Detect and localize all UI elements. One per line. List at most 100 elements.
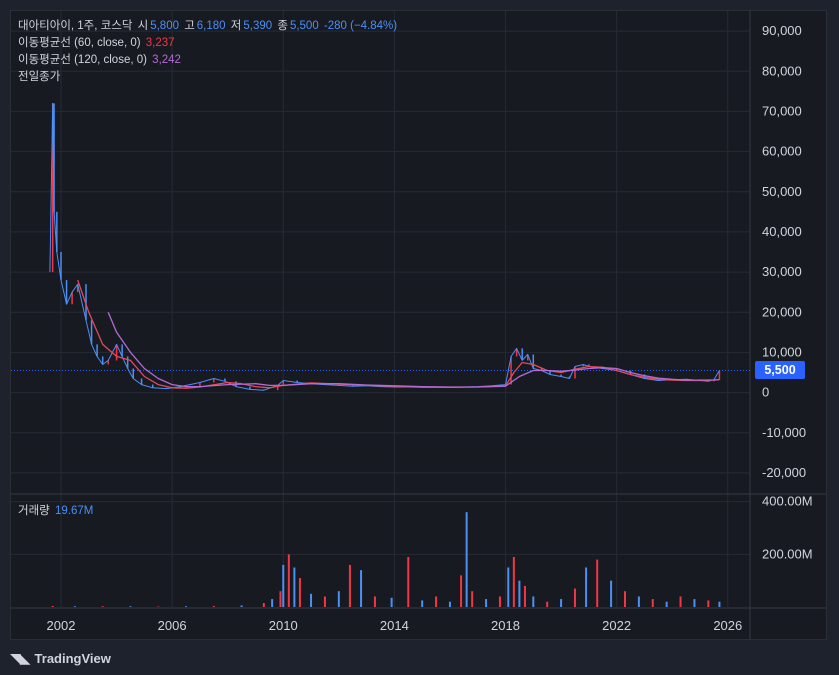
volume-bar <box>390 597 393 607</box>
price-tick-label: 90,000 <box>762 23 802 38</box>
volume-bar <box>323 596 326 607</box>
low-value: 5,390 <box>243 20 273 32</box>
price-tick-label: 0 <box>762 385 769 400</box>
volume-bar <box>665 601 668 607</box>
volume-bar <box>518 580 521 607</box>
close-label: 종 <box>277 20 288 32</box>
volume-bar <box>623 591 626 607</box>
open-value: 5,800 <box>150 20 179 32</box>
high-label: 고 <box>184 20 195 32</box>
volume-bar <box>512 556 515 607</box>
volume-bar <box>421 600 424 607</box>
volume-bar <box>407 556 410 607</box>
volume-bar <box>101 606 104 607</box>
price-tick-label: 30,000 <box>762 264 802 279</box>
volume-label: 거래량 <box>18 505 50 517</box>
volume-bar <box>693 599 696 607</box>
volume-bar <box>373 596 376 607</box>
price-tick-label: 20,000 <box>762 304 802 319</box>
ma60-series-line <box>77 279 720 389</box>
volume-bar <box>465 512 468 607</box>
volume-bar <box>679 596 682 607</box>
volume-bar <box>707 600 710 607</box>
volume-bar <box>435 596 438 607</box>
price-tick-label: -10,000 <box>762 425 806 440</box>
price-tick-label: 50,000 <box>762 184 802 199</box>
time-tick-label: 2022 <box>602 618 631 633</box>
time-tick-label: 2018 <box>491 618 520 633</box>
price-series-line <box>49 102 720 391</box>
ma120-value: 3,242 <box>152 54 181 66</box>
volume-bar <box>460 575 463 607</box>
volume-bar <box>651 599 654 607</box>
time-tick-label: 2026 <box>713 618 742 633</box>
volume-bar <box>485 599 488 607</box>
tradingview-logo[interactable]: ◥◣ TradingView <box>10 648 111 668</box>
price-tick-label: 40,000 <box>762 224 802 239</box>
volume-bar <box>523 585 526 607</box>
volume-tick-label: 400.00M <box>762 494 813 509</box>
time-tick-label: 2014 <box>380 618 409 633</box>
volume-bar <box>293 567 296 607</box>
volume-bar <box>287 554 290 607</box>
price-tick-label: 70,000 <box>762 103 802 118</box>
volume-bar <box>240 605 243 607</box>
tradingview-icon: ◥◣ <box>10 649 31 666</box>
volume-bar <box>157 606 160 607</box>
volume-bar <box>279 591 282 607</box>
symbol-label: 대아티아이, 1주, 코스닥 <box>18 20 133 32</box>
volume-bar <box>348 564 351 607</box>
high-value: 6,180 <box>196 20 226 32</box>
prev-close-legend[interactable]: 전일종가 <box>18 69 62 85</box>
volume-bar <box>610 580 613 607</box>
price-tick-label: 60,000 <box>762 144 802 159</box>
volume-bar <box>298 578 301 607</box>
volume-bar <box>532 596 535 607</box>
ma60-legend[interactable]: 이동평균선 (60, close, 0) 3,237 <box>18 35 177 51</box>
open-label: 시 <box>137 20 149 32</box>
volume-bar <box>718 601 721 607</box>
volume-bar <box>212 605 215 607</box>
volume-bar <box>337 591 340 607</box>
volume-bar <box>310 593 313 607</box>
volume-bar <box>585 567 588 607</box>
volume-bar <box>282 564 285 607</box>
volume-bar <box>51 605 54 607</box>
volume-bar <box>471 591 474 607</box>
brand-label: TradingView <box>34 650 111 666</box>
volume-value: 19.67M <box>54 505 94 517</box>
last-price-badge: 5,500 <box>755 361 805 380</box>
time-tick-label: 2002 <box>47 618 76 633</box>
chart-frame[interactable] <box>10 10 827 640</box>
volume-bar <box>573 588 576 607</box>
ma120-legend[interactable]: 이동평균선 (120, close, 0) 3,242 <box>18 52 183 68</box>
volume-bar <box>448 601 451 607</box>
time-tick-label: 2010 <box>269 618 298 633</box>
volume-bar <box>507 567 510 607</box>
price-tick-label: -20,000 <box>762 465 806 480</box>
price-tick-label: 10,000 <box>762 344 802 359</box>
volume-tick-label: 200.00M <box>762 546 813 561</box>
volume-legend[interactable]: 거래량 19.67M <box>18 503 95 519</box>
low-label: 저 <box>230 20 242 32</box>
volume-bar <box>185 606 188 607</box>
volume-bar <box>560 599 563 607</box>
time-tick-label: 2006 <box>158 618 187 633</box>
ma120-series-line <box>107 312 720 388</box>
volume-bar <box>129 606 132 607</box>
ohlc-legend: 대아티아이, 1주, 코스닥 시 5,800 고 6,180 저 5,390 종 5,5… <box>18 18 399 34</box>
volume-bar <box>360 570 363 607</box>
ma60-label: 이동평균선 (60, close, 0) <box>18 37 141 49</box>
volume-bar <box>498 596 501 607</box>
ma120-label: 이동평균선 (120, close, 0) <box>18 54 147 66</box>
volume-bar <box>546 601 549 607</box>
ma60-value: 3,237 <box>145 37 175 49</box>
price-tick-label: 80,000 <box>762 63 802 78</box>
volume-bar <box>73 606 76 607</box>
prev-close-label: 전일종가 <box>18 71 61 83</box>
volume-bar <box>596 559 599 607</box>
volume-bar <box>262 603 265 607</box>
change-value: -280 (−4.84%) <box>323 20 398 32</box>
volume-bar <box>271 599 274 607</box>
